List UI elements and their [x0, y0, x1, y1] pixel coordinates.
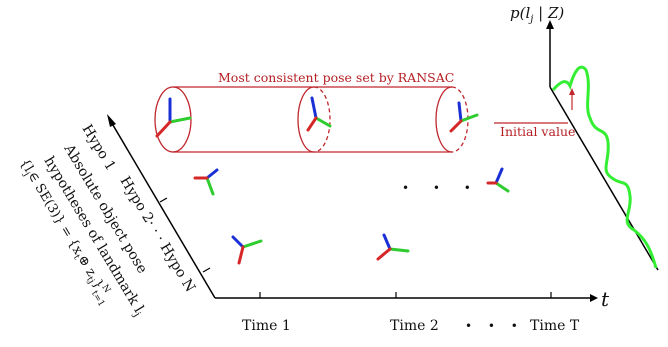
cylinder-mid-front	[313, 86, 331, 153]
green-axis	[494, 181, 510, 193]
ransac-cylinder	[154, 86, 469, 153]
pose-frame-4	[193, 168, 219, 196]
pose-frame-1	[155, 97, 192, 138]
time-label-2: Time 2	[390, 318, 439, 334]
density-plot: p(lj | Z)	[510, 4, 659, 271]
blue-axis	[457, 101, 463, 123]
green-axis	[314, 116, 332, 128]
initial-value-label: Initial value	[500, 124, 575, 139]
left-caption: Absolute object pose hypotheses of landm…	[17, 141, 151, 319]
blue-axis	[382, 233, 392, 251]
green-axis	[168, 116, 192, 124]
time-axis-label: t	[601, 287, 610, 311]
pose-frame-7	[376, 233, 410, 261]
cylinder-right-back	[435, 86, 453, 153]
blue-axis	[494, 167, 504, 185]
initial-value-marker-head	[569, 88, 575, 95]
pose-frame-3	[449, 101, 479, 133]
time-dots: • • •	[465, 319, 524, 333]
density-arrowhead	[546, 20, 554, 29]
hypo-axis-arrowhead	[107, 114, 116, 127]
green-axis	[388, 247, 410, 253]
time-label-1: Time 1	[242, 318, 291, 334]
time-axis-arrowhead	[590, 294, 598, 302]
red-axis	[306, 116, 318, 132]
ransac-label: Most consistent pose set by RANSAC	[218, 70, 454, 85]
red-axis	[449, 119, 463, 133]
cylinder-left-cap	[154, 86, 192, 153]
density-label: p(lj | Z)	[510, 4, 564, 25]
green-axis	[241, 239, 263, 249]
blue-axis	[205, 168, 219, 180]
blue-axis	[310, 96, 318, 120]
pose-frame-5	[486, 167, 510, 193]
axes	[107, 114, 598, 302]
pose-frames	[155, 96, 510, 265]
pose-frame-2	[306, 96, 332, 132]
cylinder-right-front	[451, 86, 469, 153]
density-baseline	[549, 86, 659, 271]
red-axis	[376, 247, 392, 261]
pose-frame-6	[231, 235, 263, 265]
blue-axis	[231, 235, 245, 249]
green-axis	[459, 113, 479, 123]
density-curve	[551, 65, 658, 269]
time-label-t: Time T	[530, 318, 580, 334]
middle-dots: • • •	[402, 181, 481, 195]
red-axis	[237, 245, 245, 265]
red-axis	[155, 120, 172, 138]
cylinder-mid-back	[297, 86, 315, 153]
green-axis	[205, 176, 215, 196]
